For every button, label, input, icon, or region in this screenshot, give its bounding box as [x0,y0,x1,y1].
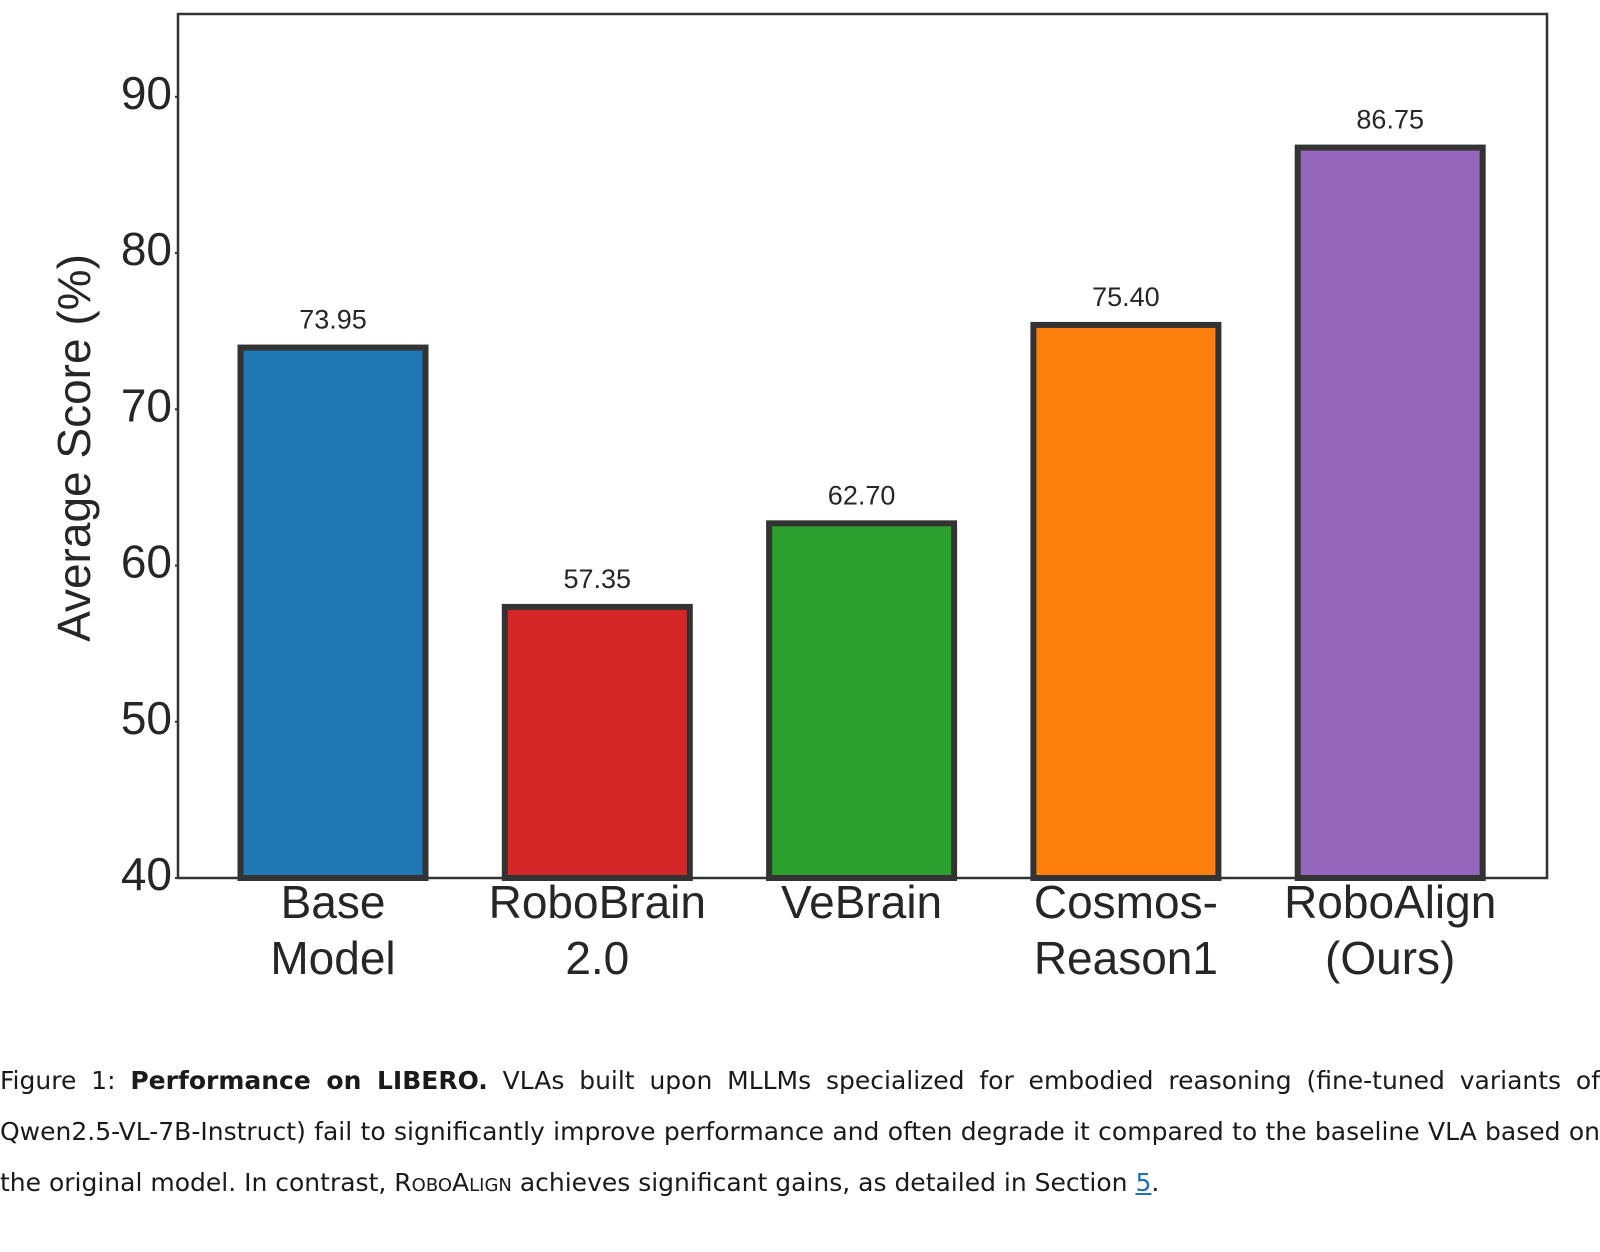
bar [237,344,429,881]
x-tick-label: VeBrain [781,876,942,928]
x-tick-label: Model [270,932,395,984]
y-axis-label: Average Score (%) [48,254,100,642]
caption-end: . [1151,1168,1160,1197]
y-tick-label: 40 [121,848,172,900]
caption-label: Figure 1: [0,1066,116,1095]
x-tick-label: (Ours) [1325,932,1455,984]
x-tick-label: Cosmos- [1034,876,1218,928]
x-tick-label: RoboAlign [1284,876,1496,928]
y-tick-label: 60 [121,536,172,588]
chart: Average Score (%) 40 50 60 70 80 90 73.95 BaseM… [48,12,1549,984]
x-tick-label: Base [281,876,386,928]
bar [1294,144,1486,881]
caption: Figure 1: Performance on LIBERO. VLAs bu… [0,1055,1600,1208]
y-tick-label: 50 [121,692,172,744]
caption-bold: Performance on LIBERO. [130,1066,488,1095]
caption-text: VLAs built upon MLLMs specialized for em… [0,1066,1600,1197]
bar [766,520,958,881]
caption-text: achieves significant gains, as detailed … [519,1168,1128,1197]
x-tick-label: RoboBrain [489,876,706,928]
x-tick-label: Reason1 [1034,932,1218,984]
bar [1030,321,1222,881]
value-label: 75.40 [1092,282,1160,312]
value-label: 62.70 [828,480,896,510]
value-label: 57.35 [564,564,632,594]
bar [501,603,693,881]
y-tick-label: 70 [121,379,172,431]
y-tick-label: 90 [121,67,172,119]
value-label: 73.95 [299,305,367,335]
caption-name: RoboAlign [394,1168,512,1197]
section-link[interactable]: 5 [1135,1168,1152,1197]
x-tick-label: 2.0 [565,932,629,984]
value-label: 86.75 [1356,105,1424,135]
y-tick-label: 80 [121,223,172,275]
